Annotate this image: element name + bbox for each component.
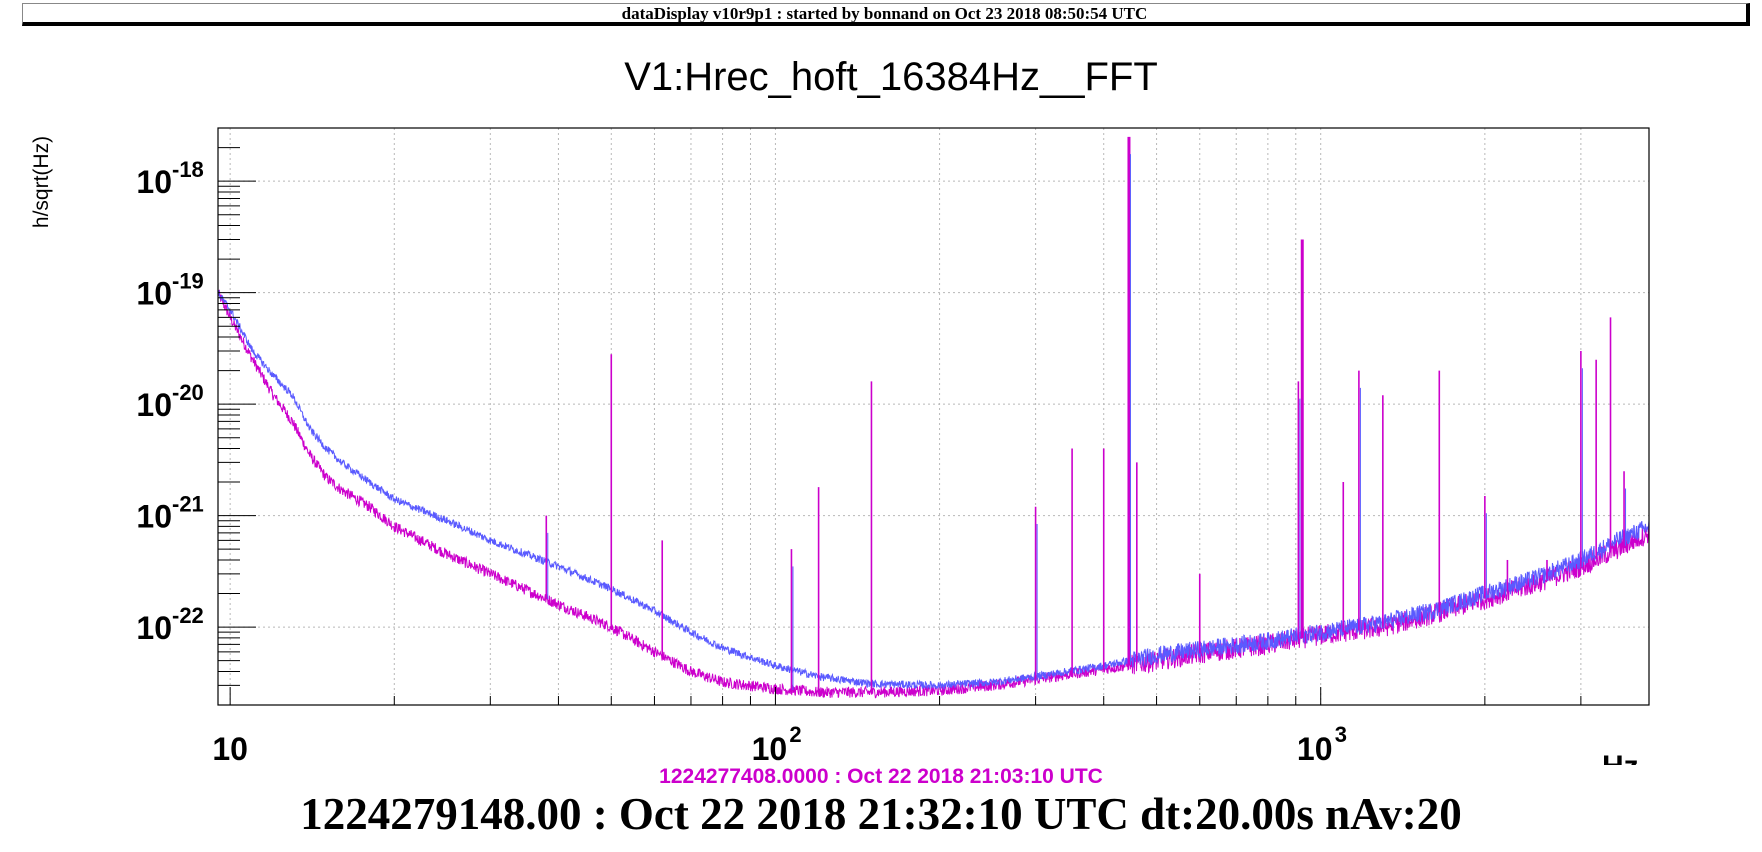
y-tick-exponent: -19 [172, 269, 204, 294]
y-tick-exponent: -22 [172, 603, 204, 628]
x-ticks: 10 10 2 10 3 [212, 687, 1650, 767]
chart-title: V1:Hrec_hoft_16384Hz__FFT [624, 55, 1158, 99]
y-tick-label: 10 [136, 276, 172, 312]
traces [218, 136, 1649, 699]
window-title: dataDisplay v10r9p1 : started by bonnand… [621, 4, 1148, 23]
x-tick-label: 10 [752, 731, 788, 767]
series-reference-line [218, 289, 1649, 699]
y-tick-label: 10 [136, 387, 172, 423]
y-axis-label: h/sqrt(Hz) [30, 136, 53, 228]
x-tick-exponent: 2 [789, 722, 801, 747]
y-tick-label: 10 [136, 164, 172, 200]
x-tick-exponent: 3 [1335, 722, 1347, 747]
y-tick-label: 10 [136, 499, 172, 535]
x-axis-label: Hz [1602, 750, 1639, 783]
y-tick-exponent: -20 [172, 380, 204, 405]
main-timestamp: 1224279148.00 : Oct 22 2018 21:32:10 UTC… [300, 789, 1462, 839]
y-tick-exponent: -18 [172, 157, 204, 182]
x-tick-label: 10 [1297, 731, 1333, 767]
window-title-bar: dataDisplay v10r9p1 : started by bonnand… [22, 3, 1750, 26]
plot-frame [217, 127, 1650, 706]
reference-timestamp: 1224277408.0000 : Oct 22 2018 21:03:10 U… [659, 765, 1103, 788]
y-tick-label: 10 [136, 610, 172, 646]
y-tick-exponent: -21 [172, 492, 204, 517]
series-current-line [218, 290, 1649, 690]
x-tick-label: 10 [212, 731, 248, 767]
